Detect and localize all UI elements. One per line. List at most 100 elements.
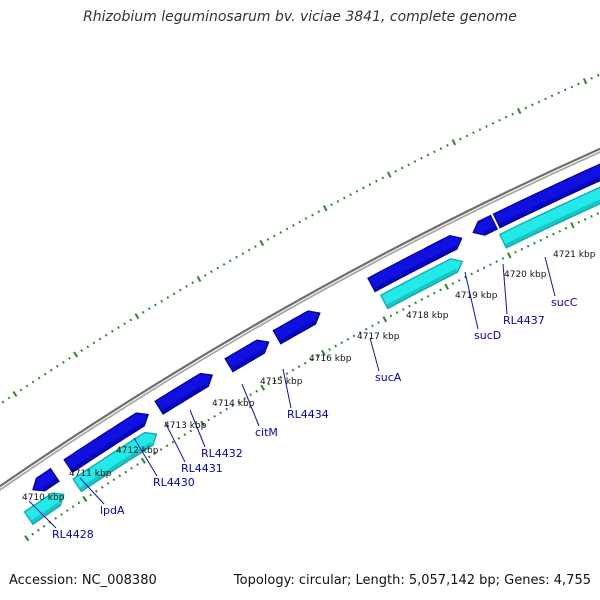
gene-label-leader — [502, 263, 508, 315]
tick-mark — [402, 307, 405, 311]
tick-mark — [524, 106, 528, 110]
kbp-label: 4717 kbp — [357, 332, 400, 342]
tick-mark — [420, 298, 424, 301]
tick-mark — [433, 150, 436, 154]
tick-mark — [451, 282, 455, 285]
tick-mark — [189, 429, 193, 433]
tick-mark — [478, 128, 482, 131]
tick-mark — [60, 513, 63, 516]
forward-gene-6-shade — [373, 245, 457, 292]
tick-mark — [42, 524, 46, 528]
tick-mark — [12, 390, 18, 398]
tick-mark — [118, 474, 122, 478]
tick-mark — [394, 169, 398, 173]
tick-mark — [68, 357, 71, 360]
tick-mark — [336, 199, 340, 203]
tick-mark — [400, 166, 404, 170]
map-title: Rhizobium leguminosarum bv. viciae 3841,… — [83, 9, 517, 25]
forward-gene-4 — [224, 339, 270, 373]
tick-mark — [98, 337, 102, 341]
tick-mark — [413, 160, 417, 163]
tick-mark — [154, 303, 157, 307]
tick-mark — [328, 348, 331, 351]
tick-mark — [259, 239, 265, 247]
kbp-label: 4714 kbp — [212, 399, 255, 409]
tick-mark — [86, 345, 90, 349]
tick-mark — [89, 493, 92, 497]
tick-mark — [362, 186, 365, 190]
forward-gene-5-shade — [278, 320, 316, 344]
gene-label: RL4431 — [181, 462, 223, 475]
tick-mark — [273, 379, 277, 383]
tick-mark — [377, 321, 380, 324]
tick-mark — [317, 210, 321, 214]
tick-mark — [590, 76, 593, 80]
tick-mark — [254, 245, 257, 248]
tick-mark — [570, 85, 574, 89]
tick-mark — [375, 179, 378, 183]
tick-mark — [43, 372, 47, 376]
tick-mark — [340, 341, 344, 345]
tick-mark — [516, 107, 522, 115]
tick-mark — [207, 418, 210, 422]
backbone-line-inner — [0, 151, 600, 492]
tick-mark — [597, 73, 600, 77]
gene-label-leader — [241, 383, 260, 427]
tick-mark — [95, 489, 98, 493]
tick-mark — [231, 404, 234, 407]
tick-mark — [37, 376, 41, 380]
tick-mark — [130, 466, 133, 470]
tick-mark — [159, 448, 163, 451]
tick-mark — [25, 384, 29, 388]
tick-mark — [166, 296, 170, 299]
forward-gene-1-shade — [42, 478, 59, 491]
tick-mark — [222, 263, 226, 266]
gene-label: lpdA — [100, 504, 125, 517]
tick-mark — [389, 314, 393, 318]
gene-label: RL4434 — [287, 408, 329, 421]
tick-mark — [552, 232, 555, 236]
tick-mark — [147, 455, 151, 459]
tick-mark — [303, 361, 307, 365]
tick-mark — [563, 88, 567, 92]
tick-mark — [511, 112, 514, 116]
gene-label: sucA — [375, 371, 402, 384]
tick-mark — [100, 485, 104, 489]
tick-mark — [407, 163, 410, 167]
tick-mark — [129, 318, 133, 322]
tick-mark — [65, 509, 69, 512]
tick-mark — [31, 380, 35, 384]
tick-mark — [228, 259, 232, 263]
tick-mark — [349, 193, 353, 197]
tick-mark — [514, 250, 517, 254]
tick-mark — [172, 292, 176, 296]
gene-label-leader — [282, 368, 292, 409]
tick-mark — [414, 301, 417, 305]
reverse-gene-1 — [23, 492, 65, 526]
tick-mark — [358, 331, 362, 334]
tick-mark — [355, 189, 359, 193]
accession-text: Accession: NC_008380 — [9, 573, 157, 588]
tick-mark — [235, 255, 238, 259]
forward-gene-2-shade — [70, 422, 145, 473]
tick-mark — [249, 393, 252, 397]
tick-mark — [330, 203, 333, 207]
tick-mark — [583, 218, 587, 221]
tick-mark — [557, 91, 560, 95]
tick-mark — [31, 532, 34, 536]
tick-mark — [216, 266, 220, 270]
reverse-gene-4-shade — [504, 199, 600, 248]
tick-mark — [247, 248, 251, 252]
tick-mark — [451, 139, 457, 146]
tick-mark — [426, 153, 430, 157]
tick-mark — [537, 100, 541, 104]
tick-mark — [140, 457, 146, 464]
reverse-gene-1-shade — [30, 502, 61, 525]
tick-mark — [260, 384, 266, 391]
tick-mark — [504, 115, 508, 119]
tick-mark — [92, 341, 96, 345]
tick-mark — [408, 304, 411, 308]
tick-mark — [432, 291, 436, 295]
